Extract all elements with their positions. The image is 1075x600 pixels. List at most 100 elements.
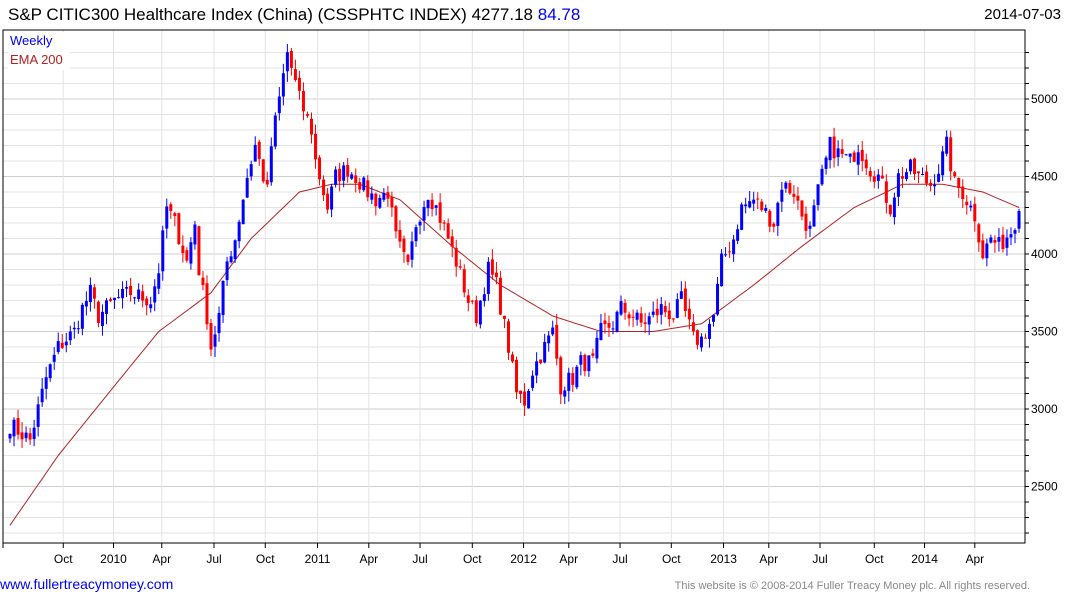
- bar-body: [989, 237, 993, 243]
- bar-body: [217, 312, 221, 334]
- bar-body: [474, 300, 478, 324]
- bar-body: [177, 213, 181, 245]
- bar-body: [836, 148, 840, 158]
- bar-body: [679, 291, 683, 299]
- bar-body: [36, 404, 40, 427]
- bar-body: [486, 261, 490, 294]
- y-tick-label: 4000: [1031, 247, 1058, 261]
- bar-body: [820, 168, 824, 185]
- bar-body: [418, 221, 422, 226]
- bar-body: [1005, 237, 1009, 248]
- x-tick-label: Apr: [559, 552, 578, 566]
- bar-body: [511, 354, 514, 362]
- bar-body: [892, 197, 896, 218]
- bar-body: [925, 171, 929, 184]
- bar-body: [394, 206, 398, 232]
- bar-body: [52, 354, 56, 362]
- bar-body: [334, 169, 338, 185]
- bar-body: [96, 301, 100, 324]
- ema-200-line: [9, 183, 1020, 526]
- bar-body: [141, 291, 145, 301]
- bar-body: [792, 193, 796, 197]
- bar-body: [470, 300, 474, 302]
- bar-body: [88, 284, 92, 303]
- bar-body: [852, 152, 856, 162]
- bar-body: [44, 377, 48, 389]
- bar-body: [32, 427, 36, 439]
- bar-body: [233, 240, 237, 260]
- x-tick-label: Oct: [662, 552, 681, 566]
- bar-body: [161, 230, 165, 272]
- bar-body: [189, 242, 193, 264]
- bar-body: [149, 304, 153, 309]
- bar-body: [64, 341, 68, 346]
- bar-body: [635, 312, 639, 320]
- bar-body: [832, 136, 836, 159]
- bar-body: [880, 175, 884, 179]
- bar-body: [872, 176, 876, 182]
- bar-body: [430, 199, 434, 210]
- bar-body: [595, 337, 599, 359]
- bar-body: [68, 331, 72, 341]
- bar-body: [627, 314, 631, 319]
- bar-body: [285, 52, 289, 72]
- bar-body: [253, 144, 257, 162]
- bar-body: [185, 250, 189, 261]
- bar-body: [133, 297, 137, 299]
- bar-body: [113, 297, 117, 301]
- bar-body: [84, 301, 88, 307]
- bar-body: [543, 341, 547, 363]
- bar-body: [1013, 230, 1017, 234]
- bar-body: [539, 359, 543, 364]
- bar-body: [941, 151, 945, 176]
- bar-body: [76, 328, 80, 330]
- bar-body: [241, 199, 245, 225]
- bar-body: [981, 240, 985, 259]
- bar-body: [961, 186, 965, 200]
- bar-body: [506, 321, 510, 353]
- bar-body: [277, 96, 281, 114]
- bar-body: [301, 91, 305, 112]
- x-tick-label: Oct: [256, 552, 275, 566]
- bar-body: [24, 432, 28, 439]
- bar-body: [969, 205, 973, 208]
- site-link[interactable]: www.fullertreacymoney.com: [0, 576, 174, 592]
- bar-body: [812, 205, 816, 227]
- bar-body: [796, 195, 800, 201]
- bar-body: [281, 73, 285, 97]
- bar-body: [261, 159, 265, 182]
- bar-body: [764, 208, 768, 211]
- bar-body: [498, 277, 502, 315]
- bar-body: [603, 320, 607, 324]
- bar-body: [551, 327, 555, 335]
- bar-body: [269, 146, 273, 183]
- axes: 2500 3000 3500 4000 4500 5000 Oct 2010 Apr Jul Oct…: [2, 52, 1058, 566]
- x-tick-label: Apr: [759, 552, 778, 566]
- bar-body: [643, 322, 647, 324]
- bar-body: [575, 366, 579, 388]
- bar-body: [748, 201, 752, 208]
- bar-body: [772, 223, 776, 227]
- bar-body: [358, 182, 362, 190]
- bar-body: [414, 227, 418, 242]
- bar-body: [80, 304, 84, 329]
- bar-body: [913, 158, 916, 175]
- bar-body: [8, 433, 12, 439]
- bar-body: [571, 373, 575, 385]
- bar-body: [667, 310, 671, 320]
- bar-body: [527, 390, 531, 409]
- x-tick-label: Jul: [206, 552, 221, 566]
- bar-body: [20, 432, 24, 440]
- bar-body: [840, 149, 844, 154]
- bar-body: [864, 159, 868, 169]
- bar-body: [314, 133, 318, 160]
- bar-body: [599, 323, 603, 341]
- bar-body: [446, 223, 450, 239]
- bar-body: [342, 165, 346, 181]
- bar-body: [945, 136, 949, 154]
- bar-body: [876, 174, 880, 181]
- bar-body: [169, 204, 173, 211]
- bar-body: [438, 202, 442, 223]
- bar-body: [800, 200, 804, 217]
